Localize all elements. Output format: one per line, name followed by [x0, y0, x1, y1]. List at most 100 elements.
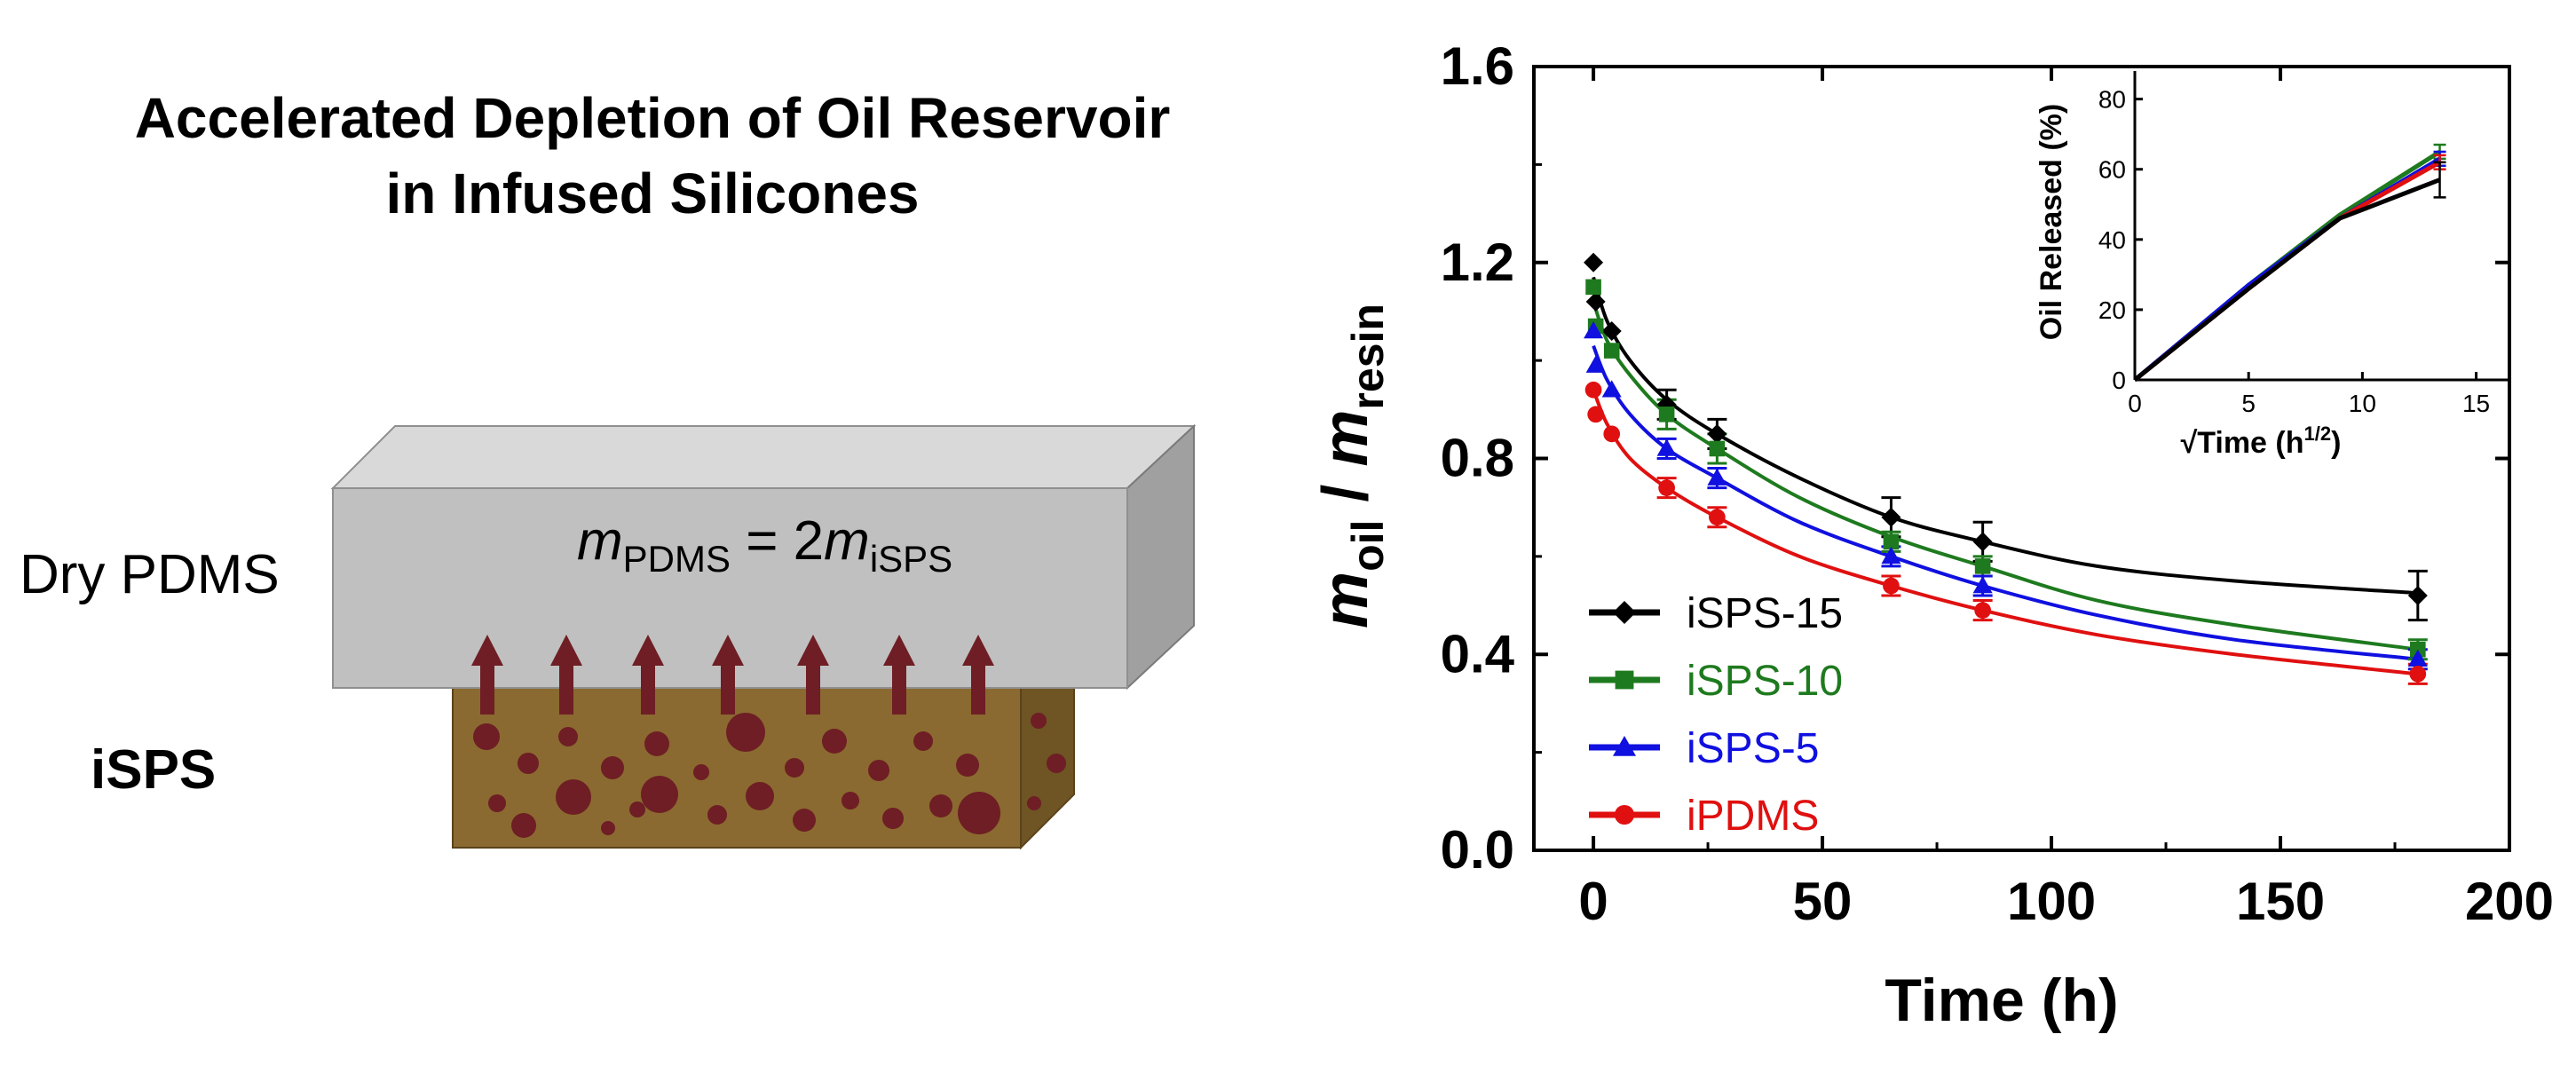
legend-label-ipdms: iPDMS	[1687, 793, 1819, 840]
inset-x-tick-label: 15	[2462, 390, 2490, 417]
data-point-isps-5	[1656, 438, 1677, 456]
inset-y-tick-label: 40	[2098, 226, 2126, 254]
data-point-ipdms	[1974, 602, 1991, 619]
ylabel-slash: /	[1310, 467, 1381, 520]
data-point-isps-15	[1584, 252, 1604, 272]
data-point-isps-15	[1972, 532, 1993, 552]
legend-label-isps-5: iSPS-5	[1687, 725, 1819, 772]
inset-xlabel-text: √Time (h	[2181, 426, 2304, 460]
ylabel-m1: m	[1310, 572, 1381, 628]
inset-chart-axes	[2133, 71, 2510, 382]
legend-marker-isps-10	[1615, 670, 1634, 690]
data-point-isps-5	[2407, 649, 2428, 667]
oil-migration-arrows	[471, 635, 994, 715]
main-chart-fit-curves	[1592, 276, 2419, 676]
headline-line1: Accelerated Depletion of Oil Reservoir	[135, 86, 1171, 150]
legend-marker-isps-15	[1613, 601, 1636, 624]
up-arrow-icon	[797, 635, 829, 715]
up-arrow-icon	[883, 635, 915, 715]
data-point-isps-10	[1974, 558, 1991, 574]
y-tick-label: 1.2	[1441, 233, 1514, 292]
inset-y-tick-label: 0	[2112, 367, 2126, 394]
inset-y-tick-label: 80	[2098, 86, 2126, 114]
legend-marker-isps-5	[1613, 736, 1636, 756]
up-arrow-icon	[962, 635, 994, 715]
dry-pdms-block	[330, 423, 1197, 691]
fit-curve-ipdms	[1592, 389, 2419, 676]
data-point-isps-15	[1881, 507, 1901, 527]
pdms-top-face	[330, 425, 1197, 489]
inset-series-line-4	[2133, 178, 2441, 382]
y-tick-label: 0.4	[1441, 624, 1515, 683]
main-x-axis-label: Time (h)	[1885, 967, 2118, 1034]
data-point-isps-10	[1603, 343, 1620, 359]
data-point-ipdms	[1603, 425, 1621, 443]
data-point-isps-15	[1585, 291, 1606, 312]
schematic: Dry PDMS iSPS mPDMS = 2miSPS	[20, 423, 1197, 850]
equation-sub2: iSPS	[870, 538, 952, 580]
inset-x-tick-label: 10	[2349, 390, 2376, 417]
data-point-ipdms	[1587, 406, 1605, 423]
inset-series-line-2	[2133, 156, 2441, 382]
headline-line2: in Infused Silicones	[386, 162, 920, 225]
up-arrow-icon	[471, 635, 503, 715]
data-point-ipdms	[1883, 577, 1900, 595]
inset-chart: 0 5 10 15 0 20 40 60 80 √Time (h1/2) Oil Release…	[2035, 71, 2510, 460]
main-chart-data-points	[1584, 252, 2428, 683]
data-point-isps-10	[1883, 533, 1900, 550]
ylabel-sub1: oil	[1343, 520, 1393, 572]
data-point-ipdms	[1709, 509, 1726, 526]
data-point-isps-5	[1585, 355, 1606, 373]
data-point-isps-5	[1584, 321, 1604, 339]
equation-m2: m	[824, 510, 870, 572]
legend-label-isps-15: iSPS-15	[1687, 590, 1843, 637]
inset-chart-lines	[2133, 143, 2446, 382]
inset-x-tick-label: 0	[2128, 390, 2142, 417]
inset-xlabel-close: )	[2331, 426, 2341, 460]
equation-sub1: PDMS	[623, 538, 731, 580]
isps-label: iSPS	[91, 739, 216, 801]
data-point-ipdms	[2409, 665, 2427, 683]
up-arrow-icon	[632, 635, 664, 715]
inset-y-tick-label: 20	[2098, 296, 2126, 324]
y-tick-label: 0.8	[1441, 429, 1514, 488]
data-point-isps-15	[2407, 586, 2428, 606]
equation-m1: m	[577, 510, 623, 572]
x-tick-label: 0	[1578, 872, 1608, 931]
main-y-axis-label: moil / mresin	[1310, 304, 1393, 628]
data-point-isps-10	[1585, 279, 1601, 296]
y-tick-label: 0.0	[1441, 820, 1514, 880]
data-point-ipdms	[1584, 381, 1602, 399]
inset-x-axis-label: √Time (h1/2)	[2181, 422, 2342, 460]
data-point-isps-5	[1881, 546, 1901, 565]
up-arrow-icon	[550, 635, 582, 715]
fit-curve-isps-10	[1592, 301, 2419, 651]
data-point-isps-5	[1707, 468, 1727, 486]
inset-xlabel-sup: 1/2	[2304, 422, 2332, 445]
ylabel-sub2: resin	[1343, 304, 1393, 410]
legend-marker-ipdms	[1614, 804, 1635, 825]
mass-equation: mPDMS = 2miSPS	[577, 510, 952, 580]
ispsreservoir-block	[452, 628, 1075, 850]
ylabel-m2: m	[1310, 410, 1381, 467]
reservoir-droplets	[473, 713, 1066, 838]
data-point-isps-15	[1707, 423, 1727, 444]
data-point-isps-15	[1601, 321, 1622, 342]
inset-y-axis-label: Oil Released (%)	[2035, 104, 2068, 340]
data-point-isps-5	[1601, 380, 1622, 398]
data-point-isps-10	[2410, 641, 2426, 658]
reservoir-front-face	[452, 687, 1022, 849]
x-tick-label: 50	[1793, 872, 1853, 931]
data-point-isps-10	[1658, 407, 1675, 422]
data-point-isps-10	[1709, 440, 1726, 457]
data-point-isps-5	[1972, 575, 1993, 594]
x-tick-label: 200	[2465, 872, 2554, 931]
inset-series-line-3	[2133, 160, 2441, 382]
fit-curve-isps-5	[1592, 344, 2419, 661]
equation-equals: = 2	[731, 510, 824, 572]
legend-label-isps-10: iSPS-10	[1687, 658, 1843, 705]
inset-chart-tick-labels: 0 5 10 15 0 20 40 60 80	[2098, 86, 2490, 417]
